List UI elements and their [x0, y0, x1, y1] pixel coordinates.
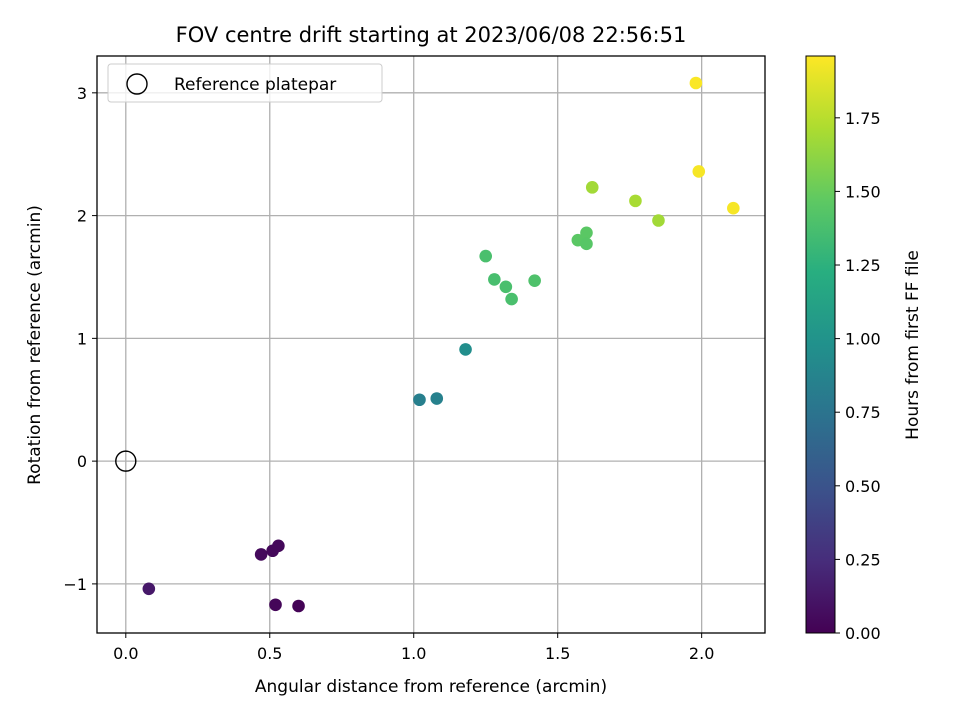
y-tick-label: 3 — [77, 84, 87, 103]
data-point — [692, 165, 706, 178]
colorbar-label: Hours from first FF file — [903, 250, 923, 440]
reference-marker — [115, 450, 137, 472]
colorbar-tick-label: 1.50 — [845, 182, 881, 201]
y-tick-label: 1 — [77, 329, 87, 348]
colorbar-tick-label: 0.50 — [845, 477, 881, 496]
x-axis-label: Angular distance from reference (arcmin) — [255, 677, 607, 697]
data-points — [142, 76, 740, 613]
legend-marker-reference — [126, 73, 148, 95]
x-tick-label: 1.5 — [545, 644, 570, 663]
data-point — [505, 292, 518, 306]
colorbar-tick-label: 1.00 — [845, 330, 881, 349]
colorbar-gradient — [805, 55, 836, 634]
data-point — [488, 273, 501, 286]
data-point — [629, 194, 642, 208]
data-point — [459, 343, 472, 356]
colorbar: 0.00 0.25 0.50 0.75 1.00 1.25 1.50 1.75 Hours f… — [805, 55, 923, 643]
y-axis-label: Rotation from reference (arcmin) — [25, 205, 45, 485]
y-tick-label: −1 — [63, 575, 87, 594]
data-point — [254, 548, 268, 561]
legend-label-reference: Reference platepar — [174, 75, 336, 95]
colorbar-ticks: 0.00 0.25 0.50 0.75 1.00 1.25 1.50 1.75 — [835, 109, 881, 643]
legend-box — [107, 63, 383, 103]
data-point — [269, 598, 282, 612]
data-point — [580, 226, 593, 240]
colorbar-tick-label: 0.25 — [845, 550, 881, 569]
plot-frame — [96, 55, 766, 634]
x-tick-label: 2.0 — [689, 644, 714, 663]
data-point — [652, 214, 665, 227]
x-tick-label: 1.0 — [401, 644, 426, 663]
colorbar-tick-label: 0.00 — [845, 624, 881, 643]
data-point — [689, 76, 703, 90]
grid — [97, 56, 765, 633]
data-point — [499, 280, 513, 294]
colorbar-tick-label: 1.25 — [845, 256, 881, 275]
data-point — [142, 582, 156, 596]
data-point — [585, 181, 599, 194]
data-point — [727, 201, 740, 215]
data-point — [292, 599, 305, 613]
colorbar-tick-label: 0.75 — [845, 403, 881, 422]
y-tick-label: 0 — [77, 452, 87, 471]
chart-title: FOV centre drift starting at 2023/06/08 … — [176, 23, 687, 47]
data-point — [413, 393, 426, 407]
data-point — [580, 237, 593, 251]
data-point — [528, 274, 541, 287]
reference-marker-group — [115, 450, 137, 472]
data-point — [430, 392, 444, 405]
data-point — [479, 249, 493, 263]
legend: Reference platepar — [107, 63, 383, 103]
x-axis-ticks: 0.0 0.5 1.0 1.5 2.0 — [113, 633, 714, 663]
y-axis-ticks: −1 0 1 2 3 — [63, 84, 97, 594]
data-point — [272, 539, 285, 553]
x-tick-label: 0.0 — [113, 644, 138, 663]
x-tick-label: 0.5 — [257, 644, 282, 663]
y-tick-label: 2 — [77, 207, 87, 226]
colorbar-tick-label: 1.75 — [845, 109, 881, 128]
